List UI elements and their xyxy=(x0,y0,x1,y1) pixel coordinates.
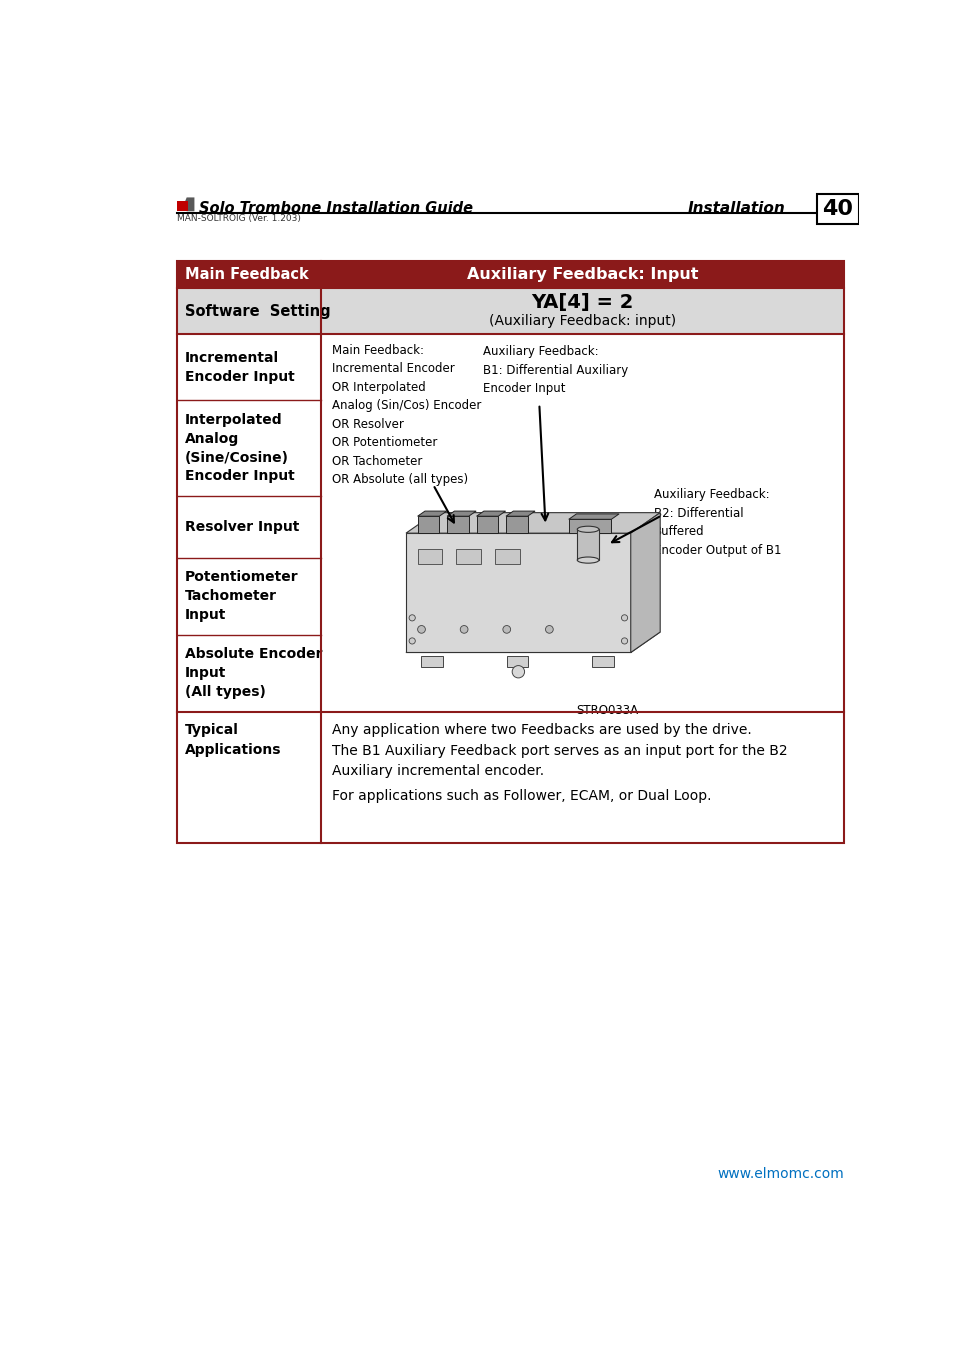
Text: Incremental
Encoder Input: Incremental Encoder Input xyxy=(185,351,294,383)
Bar xyxy=(456,548,480,564)
Ellipse shape xyxy=(577,526,598,532)
Bar xyxy=(177,201,188,212)
Text: Potentiometer
Tachometer
Input: Potentiometer Tachometer Input xyxy=(185,570,298,622)
Polygon shape xyxy=(406,513,659,533)
Text: STRO033A: STRO033A xyxy=(576,705,638,717)
Polygon shape xyxy=(505,512,535,516)
Text: MAN-SOLTROIG (Ver. 1.203): MAN-SOLTROIG (Ver. 1.203) xyxy=(177,215,301,223)
Bar xyxy=(495,548,519,564)
Bar xyxy=(421,656,443,667)
Bar xyxy=(577,529,598,560)
Text: Main Feedback:
Incremental Encoder
OR Interpolated
Analog (Sin/Cos) Encoder
OR R: Main Feedback: Incremental Encoder OR In… xyxy=(332,344,480,486)
Polygon shape xyxy=(447,516,468,533)
Polygon shape xyxy=(505,516,527,533)
Circle shape xyxy=(502,625,510,633)
Circle shape xyxy=(545,625,553,633)
Bar xyxy=(177,289,843,335)
Polygon shape xyxy=(406,533,630,652)
Polygon shape xyxy=(630,513,659,652)
Polygon shape xyxy=(417,512,446,516)
Text: Interpolated
Analog
(Sine/Cosine)
Encoder Input: Interpolated Analog (Sine/Cosine) Encode… xyxy=(185,413,294,483)
Bar xyxy=(506,656,528,667)
Circle shape xyxy=(409,614,415,621)
Text: Auxiliary Feedback: Input: Auxiliary Feedback: Input xyxy=(466,267,698,282)
Polygon shape xyxy=(417,516,439,533)
Text: Resolver Input: Resolver Input xyxy=(185,520,299,535)
Bar xyxy=(177,261,843,289)
Circle shape xyxy=(459,625,468,633)
Polygon shape xyxy=(183,197,194,212)
Polygon shape xyxy=(447,512,476,516)
Text: Auxiliary Feedback:
B1: Differential Auxiliary
Encoder Input: Auxiliary Feedback: B1: Differential Aux… xyxy=(483,346,628,396)
Circle shape xyxy=(620,614,627,621)
Text: www.elmomc.com: www.elmomc.com xyxy=(717,1166,843,1181)
Text: Absolute Encoder
Input
(All types): Absolute Encoder Input (All types) xyxy=(185,648,322,699)
Text: Software  Setting: Software Setting xyxy=(185,304,331,319)
Text: Main Feedback: Main Feedback xyxy=(185,267,309,282)
Polygon shape xyxy=(568,520,611,533)
Text: Any application where two Feedbacks are used by the drive.: Any application where two Feedbacks are … xyxy=(332,722,751,737)
Circle shape xyxy=(620,637,627,644)
Text: 40: 40 xyxy=(821,198,852,219)
Text: (Auxiliary Feedback: input): (Auxiliary Feedback: input) xyxy=(488,313,675,328)
Bar xyxy=(816,194,858,224)
Bar xyxy=(177,335,843,711)
Text: The B1 Auxiliary Feedback port serves as an input port for the B2
Auxiliary incr: The B1 Auxiliary Feedback port serves as… xyxy=(332,744,786,778)
Polygon shape xyxy=(406,632,659,652)
Circle shape xyxy=(417,625,425,633)
Polygon shape xyxy=(476,516,497,533)
Bar xyxy=(177,261,843,842)
Circle shape xyxy=(409,637,415,644)
Ellipse shape xyxy=(577,558,598,563)
Text: Auxiliary Feedback:
B2: Differential
Buffered
Encoder Output of B1: Auxiliary Feedback: B2: Differential Buf… xyxy=(654,489,781,558)
Text: Installation: Installation xyxy=(687,201,785,216)
Polygon shape xyxy=(568,514,618,520)
Text: Solo Trombone Installation Guide: Solo Trombone Installation Guide xyxy=(199,201,473,216)
Polygon shape xyxy=(476,512,505,516)
Text: For applications such as Follower, ECAM, or Dual Loop.: For applications such as Follower, ECAM,… xyxy=(332,788,710,803)
Text: Typical
Applications: Typical Applications xyxy=(185,724,281,757)
Bar xyxy=(592,656,613,667)
Bar xyxy=(417,548,442,564)
Circle shape xyxy=(512,666,524,678)
Text: YA[4] = 2: YA[4] = 2 xyxy=(531,293,633,312)
